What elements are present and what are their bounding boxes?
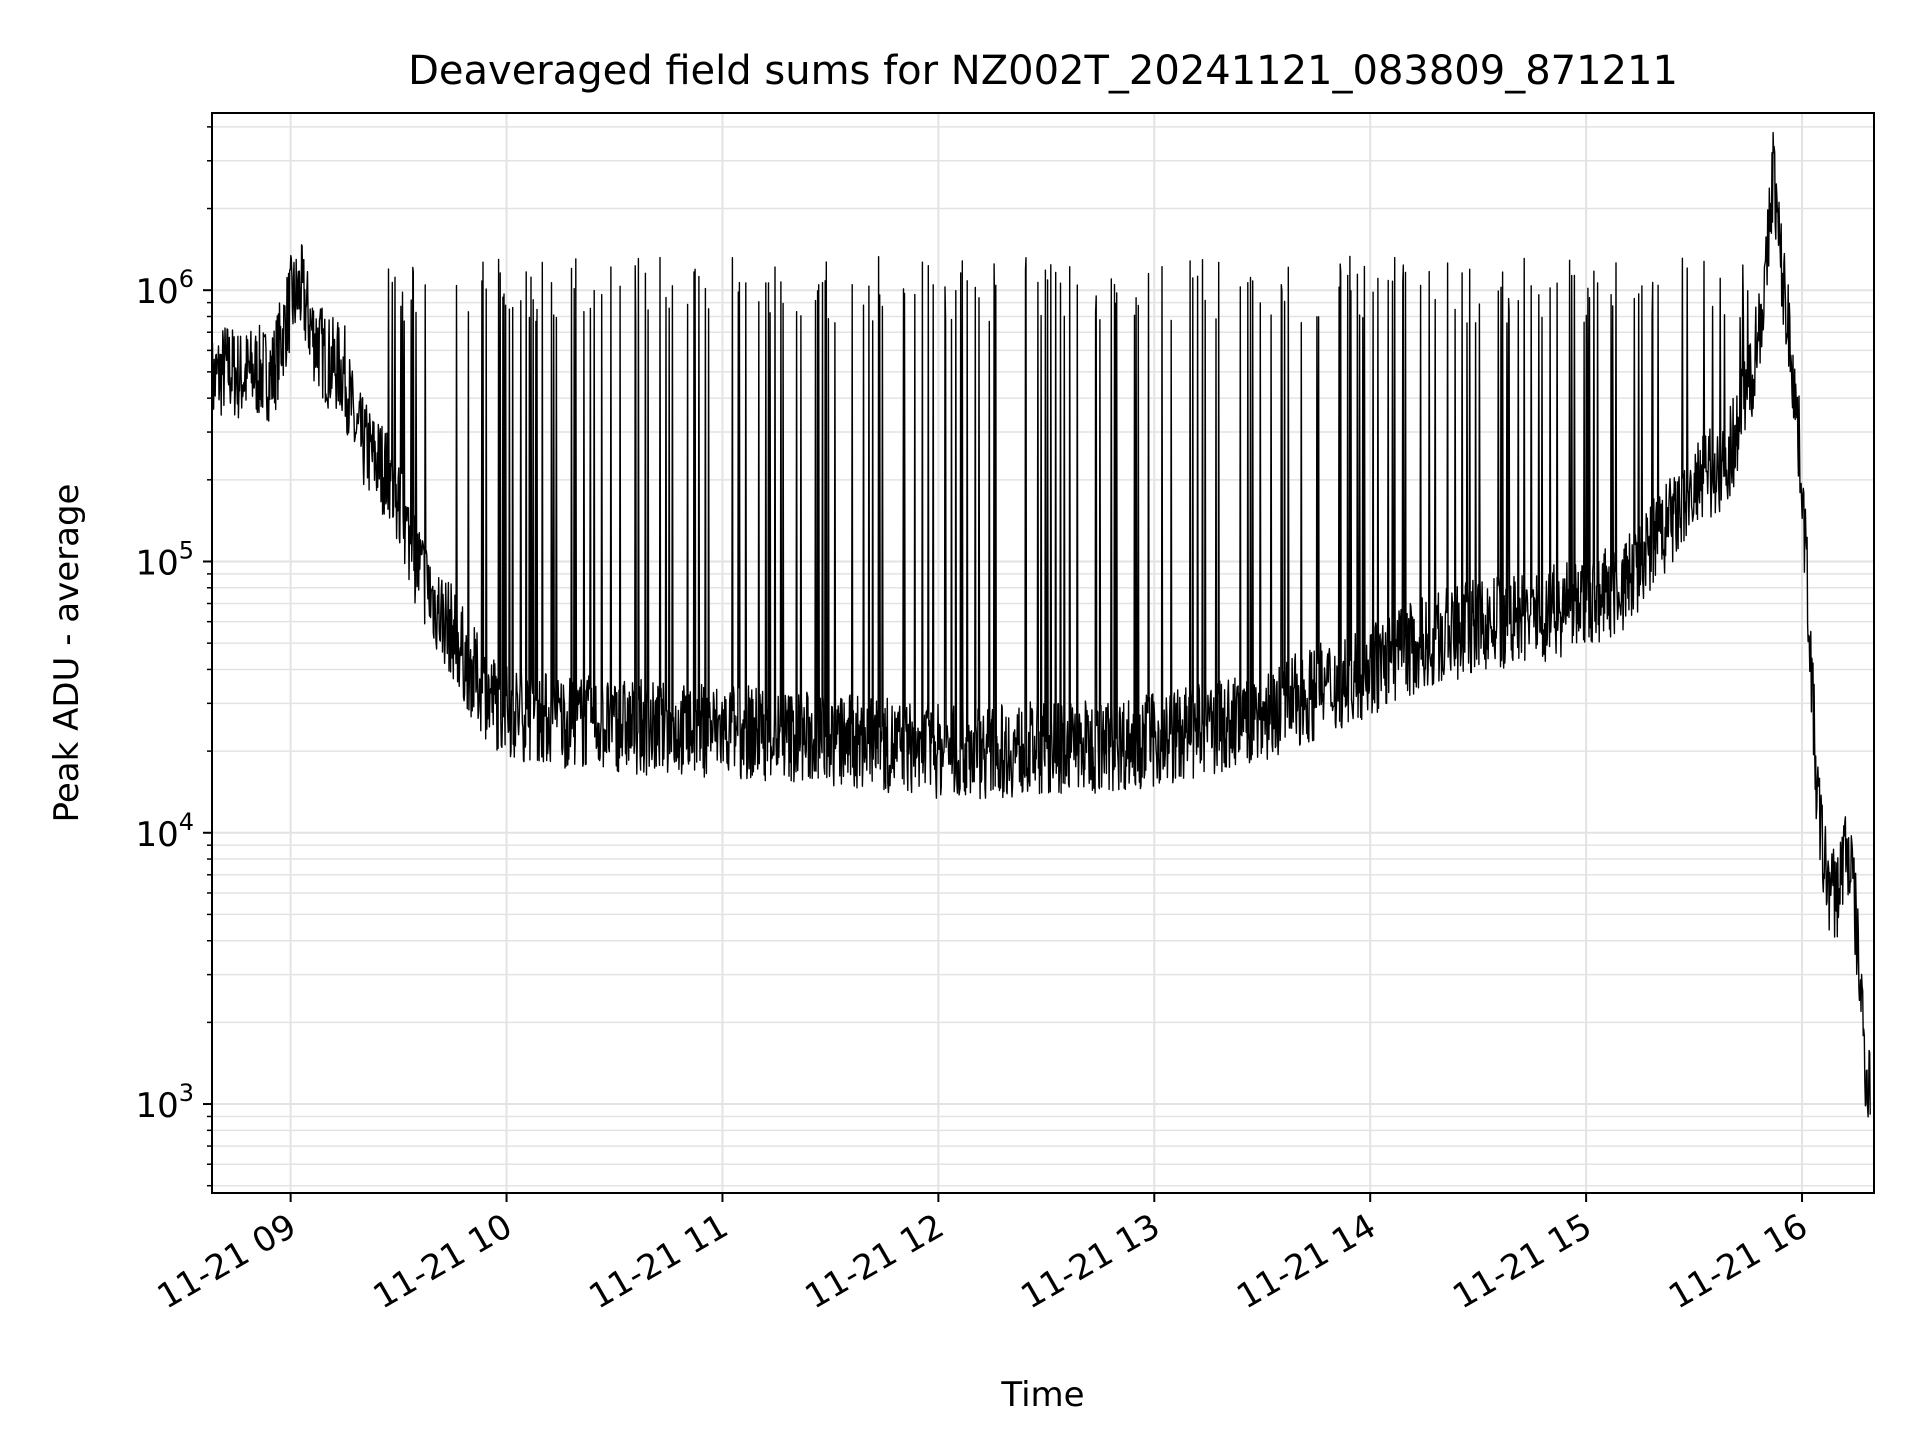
chart-title: Deaveraged field sums for NZ002T_2024112… [408,48,1678,94]
y-tick-label: 106 [135,265,194,312]
plot-area [211,131,1871,1118]
y-tick-label: 103 [135,1079,194,1126]
x-axis-label: Time [1000,1375,1084,1415]
plot-frame [211,112,1875,1194]
y-tick-label: 104 [135,808,194,855]
series-line [211,131,1871,1118]
y-tick-label: 105 [135,536,194,583]
y-axis-label: Peak ADU - average [47,484,87,823]
grid-lines [212,113,1874,1193]
